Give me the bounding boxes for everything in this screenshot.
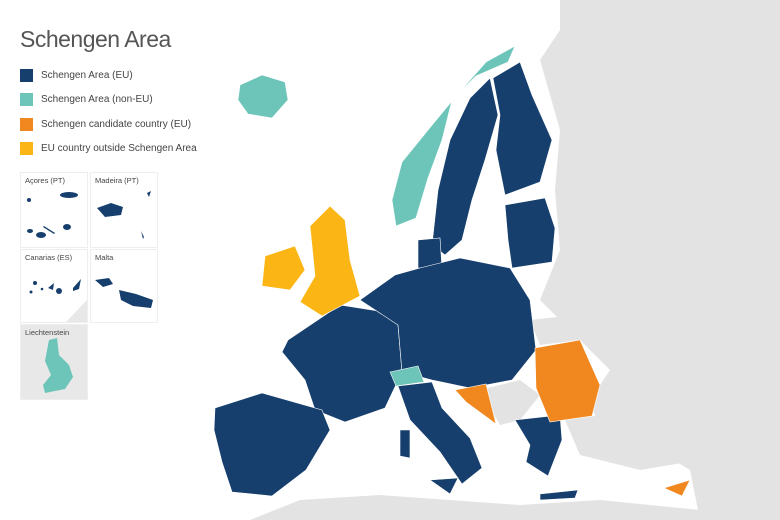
inset-label: Canarias (ES) [25,253,73,262]
swatch-icon [20,142,33,156]
schengen-eu [213,61,579,501]
schengen-non-eu [237,45,516,387]
croatia [454,383,497,425]
legend-label: Schengen Area (EU) [41,69,133,81]
legend-item-schengen-eu: Schengen Area (EU) [20,63,197,88]
non-member-land [250,0,780,520]
eu-outside-schengen [261,205,361,317]
swatch-icon [20,93,33,107]
baltics [504,197,556,269]
map-title: Schengen Area [20,26,171,52]
iberia [213,392,331,497]
sicily [429,477,459,495]
swatch-icon [20,117,33,131]
inset-acores: Açores (PT) [20,172,88,248]
inset-canarias: Canarias (ES) [20,249,88,323]
inset-malta: Malta [90,249,158,323]
inset-label: Liechtenstein [25,328,70,337]
switzerland [389,365,425,387]
legend: Schengen Area (EU) Schengen Area (non-EU… [20,63,197,161]
france [281,304,403,423]
inset-madeira: Madeira (PT) [90,172,158,248]
cyprus [663,479,691,497]
inset-liechtenstein: Liechtenstein [20,324,88,400]
legend-label: Schengen Area (non-EU) [41,94,153,106]
ireland [261,245,306,291]
sweden [431,77,499,256]
legend-label: EU country outside Schengen Area [41,143,197,155]
greece [514,414,563,477]
inset-label: Madeira (PT) [95,176,139,185]
italy [397,381,483,485]
swatch-icon [20,68,33,82]
finland [492,61,553,196]
legend-item-schengen-non-eu: Schengen Area (non-EU) [20,88,197,113]
inset-label: Malta [95,253,114,262]
united-kingdom [299,205,361,317]
schengen-candidates [454,339,691,497]
sardinia [399,429,411,459]
norway [391,45,516,227]
inset-label: Açores (PT) [25,176,66,185]
iceland [237,74,289,119]
legend-label: Schengen candidate country (EU) [41,118,192,130]
legend-item-eu-outside: EU country outside Schengen Area [20,137,197,162]
legend-item-candidate: Schengen candidate country (EU) [20,112,197,137]
crete [539,489,579,501]
romania-bulgaria [534,339,601,423]
